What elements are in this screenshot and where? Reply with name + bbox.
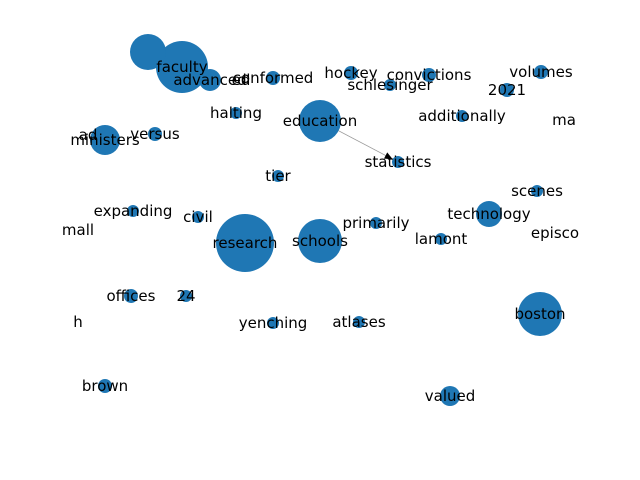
node-additionally xyxy=(456,110,468,122)
node-label-ma: ma xyxy=(552,111,576,129)
node-label-boston: boston xyxy=(514,305,565,323)
node-label-conformed: conformed xyxy=(233,69,314,87)
node-faculty xyxy=(156,41,208,93)
node-label-ad: ad xyxy=(79,126,98,144)
node-education xyxy=(299,100,341,142)
node-label-ed: ed xyxy=(232,71,251,89)
node-label-2021: 2021 xyxy=(488,81,526,99)
node-label-ministers: ministers xyxy=(70,131,140,149)
node-label-24: 24 xyxy=(176,287,195,305)
node-label-additionally: additionally xyxy=(418,107,506,125)
node-label-statistics: statistics xyxy=(365,153,432,171)
node-label-mall: mall xyxy=(62,221,94,239)
node-label-civil: civil xyxy=(183,208,213,226)
node-label-yenching: yenching xyxy=(239,314,308,332)
node-convictions xyxy=(422,68,436,82)
node-atlases xyxy=(353,316,365,328)
node-2021 xyxy=(500,83,514,97)
node-advanced xyxy=(199,69,221,91)
node-label-convictions: convictions xyxy=(387,66,472,84)
node-label-atlases: atlases xyxy=(332,313,385,331)
node-label-scenes: scenes xyxy=(511,182,563,200)
node-label-expanding: expanding xyxy=(94,202,173,220)
node-label-primarily: primarily xyxy=(342,214,409,232)
node-label-brown: brown xyxy=(82,377,128,395)
node-halting xyxy=(230,107,242,119)
node-primarily xyxy=(370,217,382,229)
node-label-hockey: hockey xyxy=(324,64,377,82)
node-yenching xyxy=(267,317,279,329)
node-ministers xyxy=(90,125,120,155)
node-boston xyxy=(518,292,562,336)
node-versus xyxy=(148,127,162,141)
node-offices xyxy=(124,289,138,303)
node-lamont xyxy=(435,233,447,245)
node-research xyxy=(216,214,274,272)
node-label-halting: halting xyxy=(210,104,262,122)
node-24 xyxy=(180,290,192,302)
node-label-advanced: advanced xyxy=(173,71,246,89)
node-technology xyxy=(476,201,502,227)
node-label-volumes: volumes xyxy=(509,63,573,81)
node-label-faculty: faculty xyxy=(156,58,207,76)
node-volumes xyxy=(534,65,548,79)
node-conformed xyxy=(266,71,280,85)
node-statistics xyxy=(392,156,404,168)
node-scenes xyxy=(531,185,543,197)
node-label-lamont: lamont xyxy=(415,230,468,248)
node-label-episco: episco xyxy=(531,224,579,242)
node-label-offices: offices xyxy=(107,287,156,305)
node-label-h: h xyxy=(73,313,83,331)
node-schlesinger xyxy=(384,79,396,91)
node-tier xyxy=(272,170,284,182)
node-label-schlesinger: schlesinger xyxy=(347,76,433,94)
edge-arrowhead xyxy=(383,152,393,160)
node-civil xyxy=(192,211,204,223)
node-schools xyxy=(298,219,342,263)
node-hockey xyxy=(344,66,358,80)
node-label-versus: versus xyxy=(130,125,180,143)
node-label-tier: tier xyxy=(265,167,291,185)
node-label-research: research xyxy=(213,234,278,252)
node-unknown-top xyxy=(130,34,166,70)
node-label-education: education xyxy=(283,112,357,130)
node-brown xyxy=(98,379,112,393)
node-label-valued: valued xyxy=(425,387,476,405)
node-label-technology: technology xyxy=(447,205,530,223)
node-label-schools: schools xyxy=(292,232,348,250)
node-expanding xyxy=(127,205,139,217)
nodes-layer xyxy=(90,34,562,406)
node-valued xyxy=(440,386,460,406)
